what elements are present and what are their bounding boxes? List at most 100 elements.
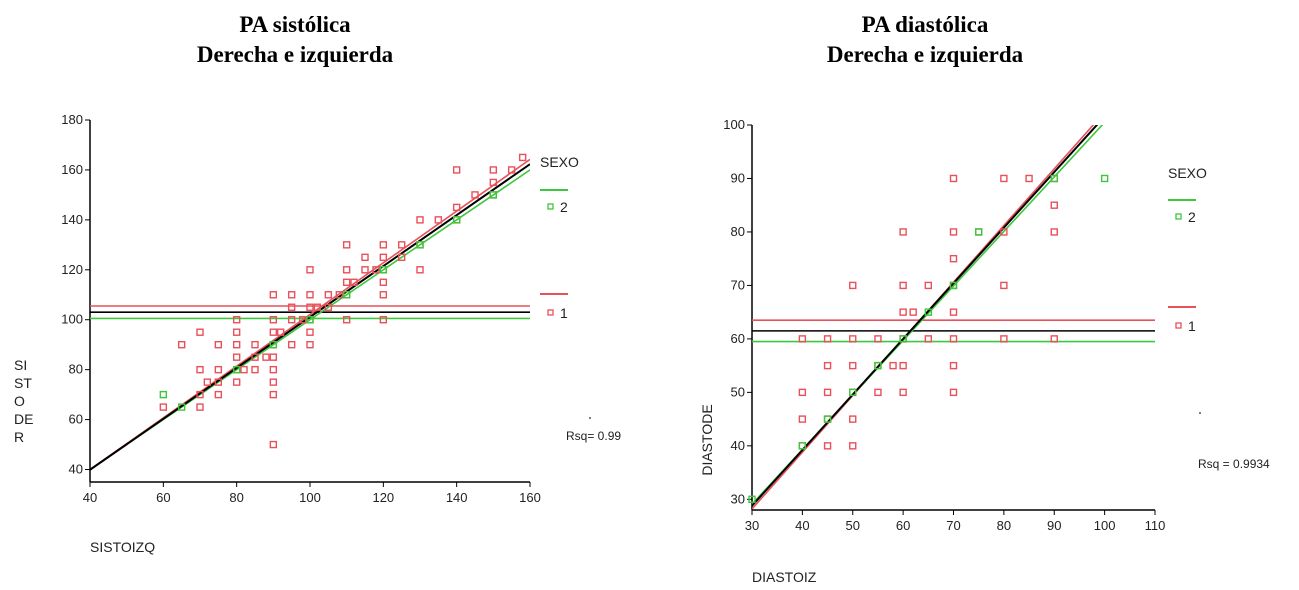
sys-point-sexo-1 bbox=[379, 316, 388, 324]
dia-x-tick-label: 100 bbox=[1094, 518, 1116, 533]
dia-point-sexo-1 bbox=[849, 335, 857, 343]
sys-point-sexo-1 bbox=[489, 178, 498, 187]
sys-point-sexo-1 bbox=[313, 303, 322, 311]
dia-point-sexo-1 bbox=[949, 228, 958, 236]
sys-point-sexo-1 bbox=[306, 266, 314, 274]
sys-point-sexo-1 bbox=[306, 303, 314, 311]
dia-point-sexo-1 bbox=[823, 442, 832, 450]
sys-y-axis-label-line: O bbox=[14, 393, 25, 409]
sys-point-sexo-1 bbox=[306, 291, 314, 299]
dia-y-tick-label: 50 bbox=[731, 384, 745, 399]
dia-point-sexo-1 bbox=[909, 308, 917, 316]
dia-y-tick-label: 30 bbox=[731, 491, 745, 506]
dia-point-sexo-1 bbox=[1050, 335, 1058, 343]
sys-point-sexo-1 bbox=[324, 291, 333, 299]
dia-point-sexo-1 bbox=[949, 388, 958, 397]
dia-point-sexo-1 bbox=[823, 388, 832, 397]
sys-point-sexo-1 bbox=[287, 340, 296, 349]
left-chart-title: PA sistólica Derecha e izquierda bbox=[95, 10, 495, 70]
right-chart-title-line2: Derecha e izquierda bbox=[826, 42, 1024, 67]
sys-point-sexo-1 bbox=[452, 166, 461, 174]
sys-point-sexo-2 bbox=[489, 191, 498, 199]
sys-point-sexo-1 bbox=[416, 266, 424, 274]
sys-point-sexo-1 bbox=[214, 340, 223, 349]
sys-point-sexo-1 bbox=[251, 340, 259, 349]
sys-y-tick-label: 140 bbox=[61, 212, 83, 227]
sys-point-sexo-1 bbox=[269, 291, 278, 299]
sys-point-sexo-1 bbox=[232, 353, 241, 361]
dia-point-sexo-1 bbox=[949, 174, 958, 183]
dia-x-tick-label: 80 bbox=[997, 518, 1011, 533]
sys-point-sexo-1 bbox=[269, 365, 278, 374]
dia-point-sexo-1 bbox=[1050, 201, 1058, 209]
dia-point-sexo-2 bbox=[849, 388, 857, 397]
sys-point-sexo-1 bbox=[350, 278, 358, 286]
sys-y-axis-label-line: R bbox=[14, 429, 24, 445]
dia-y-tick-label: 40 bbox=[731, 438, 745, 453]
dia-y-tick-label: 70 bbox=[731, 277, 745, 292]
dia-point-sexo-1 bbox=[1000, 228, 1008, 236]
sys-point-sexo-2 bbox=[452, 216, 461, 224]
sys-point-sexo-1 bbox=[434, 216, 443, 224]
sys-point-sexo-1 bbox=[342, 278, 351, 286]
sys-x-tick-label: 100 bbox=[299, 490, 321, 505]
sys-rsq-annotation: Rsq= 0.99 bbox=[566, 429, 621, 443]
dia-point-sexo-1 bbox=[899, 228, 907, 236]
dia-point-sexo-1 bbox=[974, 228, 983, 236]
sys-y-tick-label: 180 bbox=[61, 112, 83, 127]
sys-point-sexo-1 bbox=[287, 316, 296, 324]
dia-legend-marker-sexo-2 bbox=[1175, 213, 1182, 220]
sys-point-sexo-1 bbox=[489, 166, 498, 174]
dia-point-sexo-2 bbox=[899, 335, 907, 343]
sys-y-axis-label-line: ST bbox=[14, 375, 32, 391]
sys-point-sexo-1 bbox=[196, 403, 204, 411]
sys-point-sexo-1 bbox=[471, 191, 479, 199]
sys-point-sexo-2 bbox=[416, 241, 424, 249]
dia-point-sexo-1 bbox=[849, 442, 857, 450]
sys-legend-title: SEXO bbox=[540, 154, 579, 170]
dia-point-sexo-1 bbox=[899, 308, 907, 316]
sys-point-sexo-1 bbox=[306, 340, 314, 349]
sys-point-sexo-1 bbox=[269, 440, 278, 449]
sys-point-sexo-1 bbox=[397, 253, 406, 262]
dia-y-tick-label: 90 bbox=[731, 170, 745, 185]
sys-point-sexo-1 bbox=[397, 241, 406, 249]
sys-point-sexo-1 bbox=[287, 291, 296, 299]
left-chart-title-line2: Derecha e izquierda bbox=[196, 42, 394, 67]
sys-point-sexo-1 bbox=[379, 253, 388, 262]
sys-point-sexo-1 bbox=[452, 203, 461, 212]
dia-point-sexo-1 bbox=[823, 335, 832, 343]
dia-x-tick-label: 70 bbox=[946, 518, 960, 533]
sys-y-tick-label: 80 bbox=[69, 362, 83, 377]
sys-point-sexo-1 bbox=[518, 153, 527, 162]
sys-point-sexo-1 bbox=[269, 316, 278, 324]
sys-point-sexo-1 bbox=[342, 266, 351, 274]
sys-point-sexo-1 bbox=[262, 353, 270, 361]
sys-point-sexo-2 bbox=[342, 291, 351, 299]
sys-point-sexo-1 bbox=[269, 353, 278, 361]
dia-point-sexo-1 bbox=[949, 361, 958, 370]
dia-x-tick-label: 30 bbox=[745, 518, 759, 533]
dia-legend-label-sexo-1: 1 bbox=[1188, 318, 1196, 334]
dia-point-sexo-2 bbox=[974, 228, 983, 236]
dia-y-axis-label: DIASTODE bbox=[699, 404, 715, 475]
sys-point-sexo-1 bbox=[232, 340, 241, 349]
dia-point-sexo-1 bbox=[924, 335, 933, 343]
sys-x-axis-label: SISTOIZQ bbox=[90, 539, 155, 555]
dia-rsq-annotation: Rsq = 0.9934 bbox=[1198, 457, 1270, 471]
sys-point-sexo-1 bbox=[159, 403, 168, 411]
sys-point-sexo-1 bbox=[379, 291, 388, 299]
sys-point-sexo-2 bbox=[177, 403, 186, 411]
dia-point-sexo-2 bbox=[1050, 174, 1058, 183]
sys-point-sexo-1 bbox=[269, 390, 278, 399]
dia-point-sexo-1 bbox=[849, 281, 857, 290]
sys-point-sexo-1 bbox=[269, 378, 278, 386]
sys-y-tick-label: 60 bbox=[69, 412, 83, 427]
sys-point-sexo-2 bbox=[269, 340, 278, 349]
sys-point-sexo-1 bbox=[177, 340, 186, 349]
dia-point-sexo-1 bbox=[874, 335, 882, 343]
sys-point-sexo-1 bbox=[214, 378, 223, 386]
sys-point-sexo-1 bbox=[196, 328, 204, 336]
sys-legend-marker-sexo-1 bbox=[547, 309, 554, 316]
